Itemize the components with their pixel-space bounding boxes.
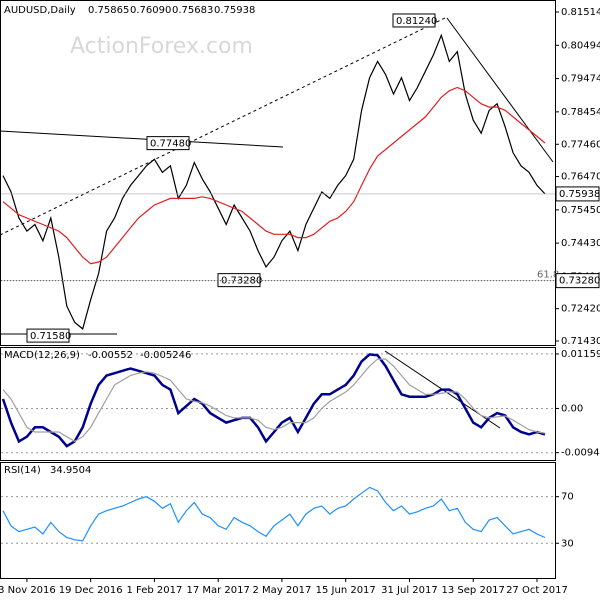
panel-reading: 34.9504: [50, 465, 91, 476]
price-label: 0.81240: [396, 16, 437, 27]
price-label-box: [392, 13, 436, 28]
x-tick-label: 1 Feb 2017: [126, 585, 182, 596]
trend-line: [446, 17, 554, 163]
fib-label: 61.8: [537, 270, 559, 281]
axis-price-box: [555, 273, 600, 289]
x-tick-label: 17 Mar 2017: [186, 585, 249, 596]
price-label-box: [146, 136, 190, 151]
y-tick-label: 0.76470: [561, 172, 600, 183]
x-tick-label: 31 Jul 2017: [381, 585, 438, 596]
panel-title: MACD(12,26,9): [4, 350, 80, 361]
price-label: 0.77480: [150, 139, 191, 150]
y-tick-label: 0.01159: [561, 349, 600, 360]
trend-line: [0, 130, 284, 148]
y-tick-label: 0.74430: [561, 238, 600, 249]
y-tick-label: 0.77460: [561, 139, 600, 150]
rsi-panel: [0, 462, 556, 579]
series-line: [2, 86, 546, 265]
y-tick-label: 0.80494: [561, 40, 600, 51]
panel-reading: -0.005246: [140, 350, 191, 361]
header-text: 0.75865: [88, 5, 129, 16]
y-tick-label: -0.009406: [561, 448, 600, 459]
panel-reading: -0.00552: [88, 350, 133, 361]
axis-price-label: 0.73280: [559, 276, 600, 287]
series-line: [1, 353, 546, 448]
series-line: [2, 486, 546, 542]
trend-line: [0, 17, 446, 236]
x-tick-label: 27 Oct 2017: [506, 585, 568, 596]
x-tick-label: 3 Nov 2016: [0, 585, 56, 596]
series-line: [2, 33, 546, 330]
x-tick-label: 15 Jun 2017: [316, 585, 376, 596]
y-tick-label: 0.72420: [561, 304, 600, 315]
axis-price-label: 0.75938: [559, 189, 600, 200]
axis-price-box: [555, 186, 600, 202]
header-text: 0.75683: [172, 5, 213, 16]
y-tick-label: 30: [561, 538, 574, 549]
panel-title: RSI(14): [4, 465, 41, 476]
y-tick-label: 70: [561, 492, 574, 503]
price-label-box: [26, 328, 70, 343]
watermark: ActionForex.com: [70, 34, 253, 59]
header-text: 0.75938: [214, 5, 255, 16]
series-line: [2, 358, 546, 443]
x-tick-label: 2 May 2017: [253, 585, 312, 596]
price-panel: [0, 0, 556, 346]
x-tick-label: 19 Dec 2016: [59, 585, 123, 596]
header-text: AUDUSD,Daily: [4, 5, 76, 16]
y-tick-label: 0.00: [561, 403, 583, 414]
y-tick-label: 0.78454: [561, 107, 600, 118]
x-tick-label: 13 Sep 2017: [442, 585, 505, 596]
y-tick-label: 0.71430: [561, 336, 600, 347]
y-tick-label: 0.81514: [561, 7, 600, 18]
y-tick-label: 0.75450: [561, 205, 600, 216]
macd-panel: [0, 347, 556, 461]
header-text: 0.76090: [130, 5, 171, 16]
price-label: 0.71580: [30, 331, 71, 342]
y-tick-label: 0.79474: [561, 74, 600, 85]
